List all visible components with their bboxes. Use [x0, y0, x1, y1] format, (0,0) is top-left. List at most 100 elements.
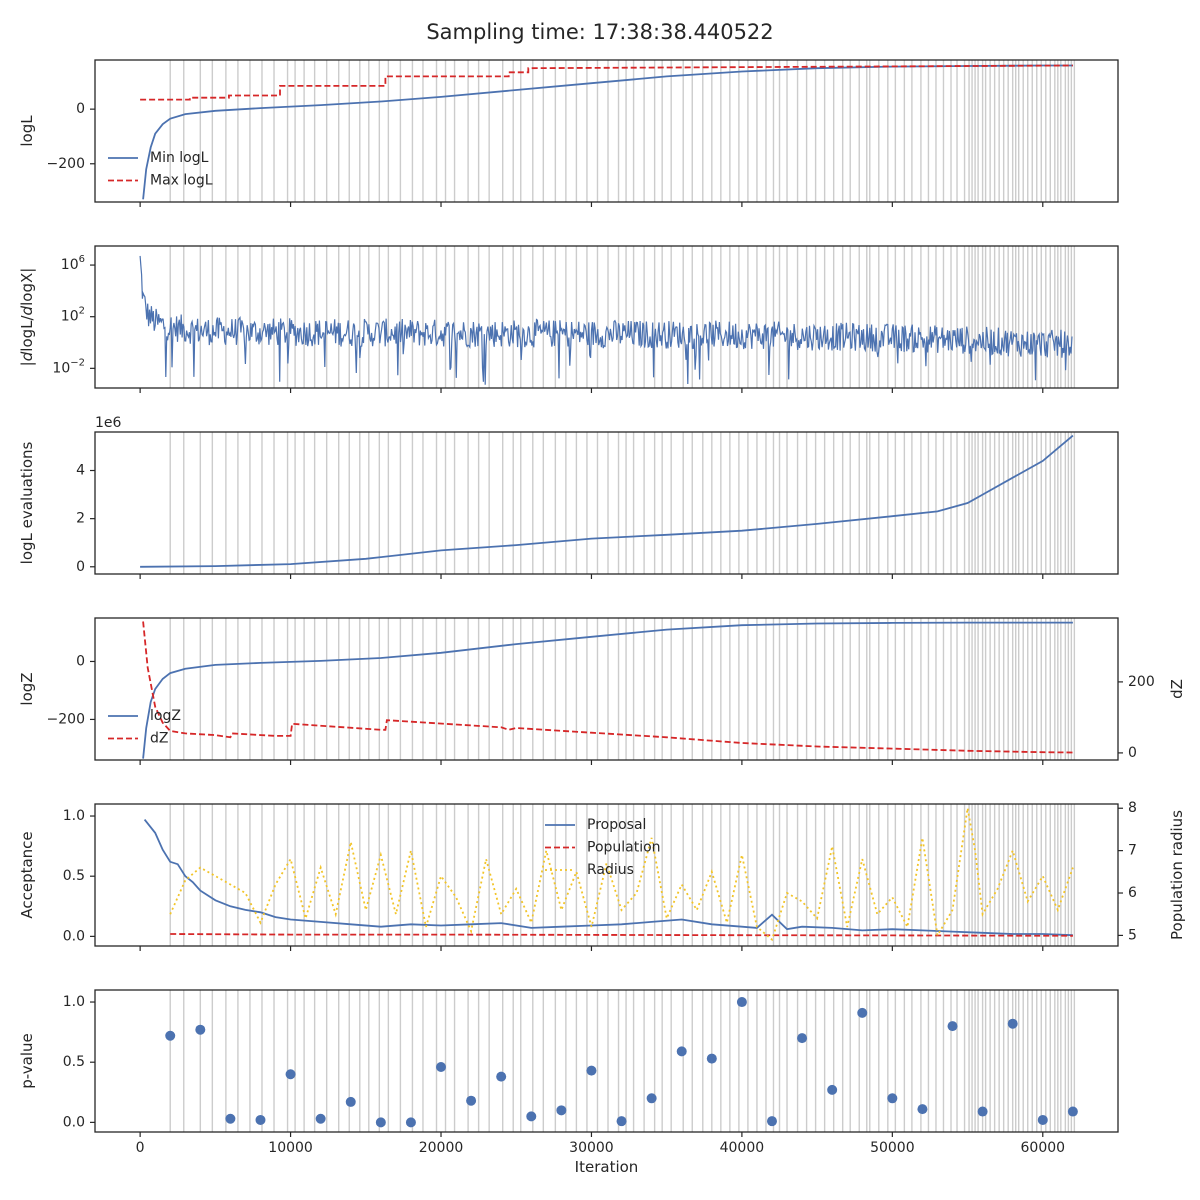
x-axis-label: Iteration	[575, 1158, 639, 1176]
panel-evals: 0 2 4 logL evaluations 1e6	[18, 415, 1119, 579]
legend-label: Radius	[587, 862, 634, 878]
pvalue-point	[676, 1046, 687, 1057]
y-tick-label: 0	[76, 559, 85, 575]
replacement-lines	[169, 60, 1076, 202]
pvalue-point	[345, 1096, 356, 1107]
pvalue-point	[225, 1113, 236, 1124]
legend: Min logL Max logL	[108, 150, 213, 189]
plot-area	[139, 246, 1076, 388]
y2-axis-label: dZ	[1168, 679, 1186, 699]
panel-frame	[94, 59, 1119, 203]
panel-accept: 1.0 0.5 0.0 8 7 6 5 Acceptance Population radius…	[18, 800, 1186, 951]
replacement-lines	[169, 804, 1076, 946]
y2-tick-label: 5	[1128, 927, 1137, 943]
legend-label: Population	[587, 840, 661, 856]
pvalue-point	[405, 1117, 416, 1128]
series-logz	[142, 621, 1073, 759]
y-axis-label: Acceptance	[18, 831, 36, 918]
y2-tick-label: 7	[1128, 843, 1137, 859]
series-proposal	[143, 819, 1073, 937]
panel-pvalue: 1.0 0.5 0.0 0 10000 20000 30000 40000 50000 60000…	[18, 989, 1119, 1176]
y-tick-label: 0.0	[63, 928, 85, 944]
series-population	[170, 933, 1073, 937]
pvalue-point	[195, 1024, 206, 1035]
panel-logl: 0 −200 logL Min logL Max logL	[18, 59, 1119, 207]
pvalue-point	[736, 997, 747, 1008]
series-evals	[140, 434, 1074, 568]
pvalue-point	[766, 1116, 777, 1127]
panel-frame	[94, 617, 1119, 761]
pvalue-point	[466, 1095, 477, 1106]
x-tick-label: 60000	[1021, 1140, 1066, 1156]
y-tick-label: 0.5	[63, 868, 85, 884]
pvalue-point	[977, 1106, 988, 1117]
pvalue-point	[526, 1111, 537, 1122]
y-tick-label: 0	[76, 653, 85, 669]
series-radius	[169, 808, 1074, 942]
pvalue-point	[1037, 1114, 1048, 1125]
y2-tick-label: 0	[1128, 745, 1137, 761]
pvalue-point	[797, 1033, 808, 1044]
offset-text: 1e6	[95, 415, 122, 431]
pvalue-point	[917, 1104, 928, 1115]
plot-area	[140, 60, 1076, 202]
y2-tick-label: 8	[1128, 800, 1137, 816]
pvalue-point	[436, 1062, 447, 1073]
pvalue-point	[315, 1113, 326, 1124]
replacement-lines	[169, 990, 1076, 1132]
y2-tick-label: 6	[1128, 885, 1137, 901]
y-axis-label: logL	[18, 115, 36, 147]
pvalue-point	[706, 1053, 717, 1064]
pvalue-point	[887, 1093, 898, 1104]
y-axis-label: logL evaluations	[18, 441, 36, 564]
series-dlogl	[139, 255, 1073, 385]
x-tick-label: 20000	[419, 1140, 464, 1156]
y-axis-label: logZ	[18, 672, 36, 705]
series-dz	[142, 621, 1073, 754]
y-tick-label: 1.0	[63, 994, 85, 1010]
y2-axis-label: Population radius	[1168, 810, 1186, 940]
panel-frame	[94, 431, 1119, 575]
x-tick-label: 40000	[720, 1140, 765, 1156]
y-tick-label: −200	[47, 156, 85, 172]
pvalue-point	[947, 1021, 958, 1032]
y-tick-label: 0	[76, 101, 85, 117]
y-tick-label: 1.0	[63, 808, 85, 824]
y-tick-label: 4	[76, 463, 85, 479]
legend-label: dZ	[150, 731, 168, 747]
plot-area	[143, 804, 1076, 946]
pvalue-point	[1007, 1018, 1018, 1029]
series-max-logl	[140, 64, 1073, 101]
panel-frame	[94, 803, 1119, 947]
y-axis-label: |dlogL/dlogX|	[18, 268, 36, 367]
pvalue-point	[165, 1030, 176, 1041]
x-tick-label: 0	[136, 1140, 145, 1156]
x-tick-label: 50000	[870, 1140, 915, 1156]
y2-tick-label: 200	[1128, 674, 1155, 690]
panel-frame	[94, 989, 1119, 1133]
pvalue-point	[255, 1114, 266, 1125]
y-axis-label: p-value	[18, 1033, 36, 1089]
legend-label: Proposal	[587, 817, 646, 833]
legend-label: Max logL	[150, 173, 213, 189]
pvalue-point	[827, 1084, 838, 1095]
pvalue-point	[586, 1065, 597, 1076]
y-tick-label: 102	[61, 306, 85, 325]
x-tick-label: 10000	[268, 1140, 313, 1156]
pvalue-point	[646, 1093, 657, 1104]
pvalue-point	[616, 1116, 627, 1127]
y-tick-label: 10−2	[52, 357, 85, 376]
y-tick-label: 0.5	[63, 1054, 85, 1070]
replacement-lines	[169, 246, 1076, 388]
plot-area	[142, 618, 1076, 760]
x-tick-label: 30000	[569, 1140, 614, 1156]
pvalue-point	[375, 1117, 386, 1128]
y-tick-label: −200	[47, 711, 85, 727]
y-tick-label: 0.0	[63, 1114, 85, 1130]
legend-label: logZ	[150, 708, 181, 724]
replacement-lines	[169, 618, 1076, 760]
legend: Proposal Population Radius	[545, 817, 661, 878]
figure-title: Sampling time: 17:38:38.440522	[426, 20, 774, 44]
y-tick-label: 2	[76, 511, 85, 527]
